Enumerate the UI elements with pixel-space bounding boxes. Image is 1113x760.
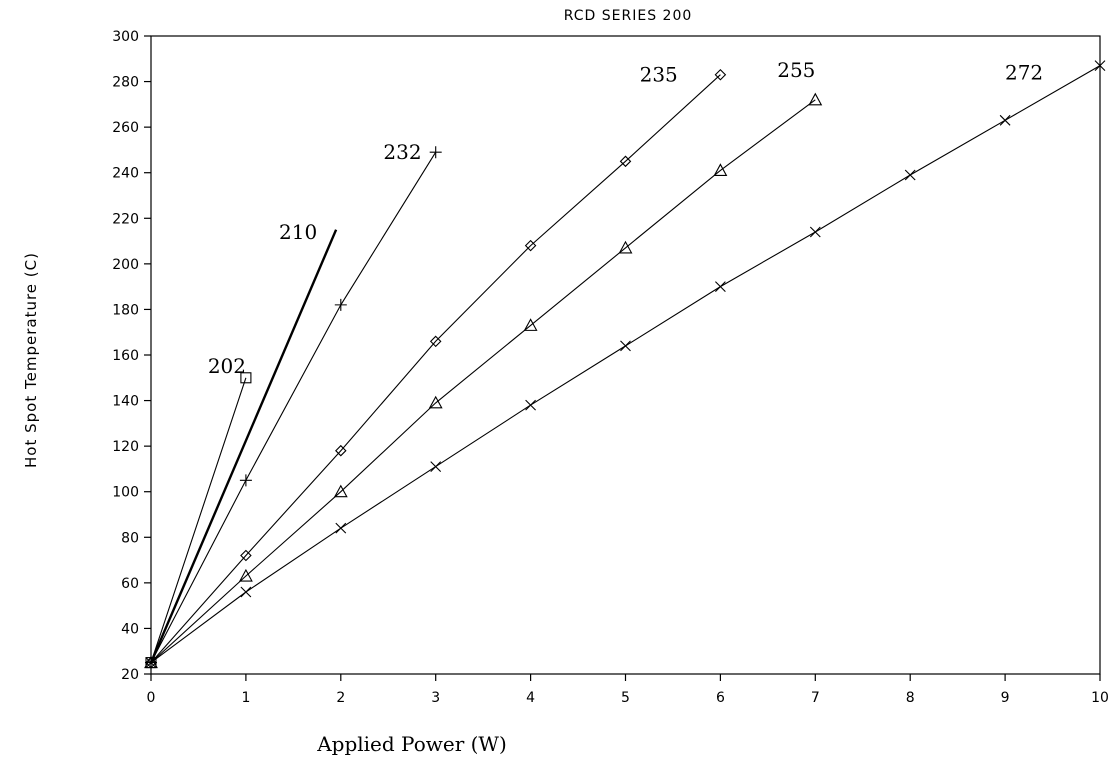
x-tick-label: 3 <box>431 690 440 706</box>
data-point <box>619 155 632 168</box>
series-255 <box>144 92 823 669</box>
y-tick-label: 140 <box>112 394 139 410</box>
chart-title: RCD SERIES 200 <box>564 8 693 24</box>
data-point <box>335 444 347 457</box>
data-point <box>714 68 727 81</box>
series-label-210: 210 <box>279 220 317 244</box>
x-tick-label: 2 <box>336 690 345 706</box>
data-point <box>428 395 443 409</box>
data-point <box>240 372 252 384</box>
y-tick-label: 180 <box>112 302 139 318</box>
data-point <box>525 399 536 411</box>
data-point <box>238 568 253 582</box>
series-labels: 202 210 232 235 255 272 <box>208 58 1043 378</box>
data-point <box>333 484 348 498</box>
series-line-210 <box>149 229 338 664</box>
x-axis-label: Applied Power (W) <box>316 732 507 756</box>
series-272 <box>145 60 1106 668</box>
x-tick-label: 9 <box>1001 690 1010 706</box>
data-point <box>713 163 728 176</box>
data-point <box>1094 60 1106 72</box>
series-line-232 <box>150 151 437 663</box>
y-tick-label: 280 <box>112 75 139 91</box>
data-point <box>335 522 347 534</box>
plot-frame <box>150 35 1101 675</box>
series-line-255 <box>150 99 816 664</box>
series-202 <box>145 372 252 669</box>
data-point <box>715 281 726 293</box>
data-point <box>620 340 631 352</box>
series-label-272: 272 <box>1005 60 1043 84</box>
y-tick-label: 300 <box>112 29 139 45</box>
y-tick-label: 160 <box>112 348 139 364</box>
data-point <box>904 169 916 181</box>
y-tick-label: 60 <box>121 576 139 592</box>
data-point <box>808 92 823 106</box>
y-tick-label: 120 <box>112 439 139 455</box>
x-tick-label: 5 <box>621 690 630 706</box>
series-label-202: 202 <box>208 354 246 378</box>
series-235 <box>145 68 727 669</box>
series-group <box>144 60 1106 669</box>
data-point <box>239 474 252 487</box>
series-line-272 <box>150 65 1101 664</box>
x-tick-label: 8 <box>906 690 915 706</box>
series-line-235 <box>150 74 721 663</box>
x-tick-label: 6 <box>716 690 725 706</box>
series-210 <box>149 229 338 664</box>
y-tick-label: 240 <box>112 166 139 182</box>
data-point <box>809 226 821 238</box>
y-tick-label: 100 <box>112 485 139 501</box>
data-point <box>429 335 442 348</box>
y-tick-label: 20 <box>121 667 139 683</box>
axes: 2040608010012014016018020022024026028030… <box>112 29 1109 706</box>
y-tick-label: 40 <box>121 621 139 637</box>
series-label-255: 255 <box>777 58 815 82</box>
x-tick-label: 0 <box>147 690 156 706</box>
y-tick-label: 200 <box>112 257 139 273</box>
data-point <box>999 114 1011 126</box>
data-point <box>334 298 347 311</box>
data-point <box>524 239 537 252</box>
x-tick-label: 1 <box>241 690 250 706</box>
series-line-202 <box>150 377 247 663</box>
y-tick-label: 220 <box>112 211 139 227</box>
data-point <box>430 461 442 473</box>
data-point <box>429 146 442 159</box>
y-axis-label: Hot Spot Temperature (C) <box>22 252 40 468</box>
y-tick-label: 80 <box>121 530 139 546</box>
series-label-235: 235 <box>640 63 678 87</box>
x-tick-label: 4 <box>526 690 535 706</box>
x-tick-label: 10 <box>1091 690 1109 706</box>
data-point <box>240 586 252 598</box>
data-point <box>145 657 157 668</box>
data-point <box>240 549 252 562</box>
y-tick-label: 260 <box>112 120 139 136</box>
data-point <box>144 655 158 669</box>
data-point <box>618 240 633 254</box>
x-tick-label: 7 <box>811 690 820 706</box>
data-point <box>523 318 538 331</box>
series-label-232: 232 <box>383 140 421 164</box>
